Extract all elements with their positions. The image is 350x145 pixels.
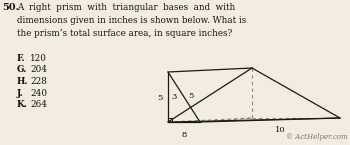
Text: 120: 120 bbox=[30, 54, 47, 63]
Text: G.: G. bbox=[17, 66, 27, 75]
Text: 50.: 50. bbox=[2, 3, 19, 12]
Text: A  right  prism  with  triangular  bases  and  with
dimensions given in inches i: A right prism with triangular bases and … bbox=[17, 3, 246, 38]
Text: H.: H. bbox=[17, 77, 28, 86]
Text: 228: 228 bbox=[30, 77, 47, 86]
Text: © ActHelper.com: © ActHelper.com bbox=[286, 133, 348, 141]
Text: 8: 8 bbox=[181, 131, 187, 139]
Text: 5: 5 bbox=[188, 92, 193, 100]
Text: F.: F. bbox=[17, 54, 26, 63]
Text: 204: 204 bbox=[30, 66, 47, 75]
Text: K.: K. bbox=[17, 100, 28, 109]
Text: 10: 10 bbox=[275, 126, 285, 134]
Text: 240: 240 bbox=[30, 88, 47, 97]
Text: 264: 264 bbox=[30, 100, 47, 109]
Text: 5: 5 bbox=[158, 94, 163, 102]
Text: J.: J. bbox=[17, 88, 24, 97]
Text: 3: 3 bbox=[171, 93, 176, 101]
